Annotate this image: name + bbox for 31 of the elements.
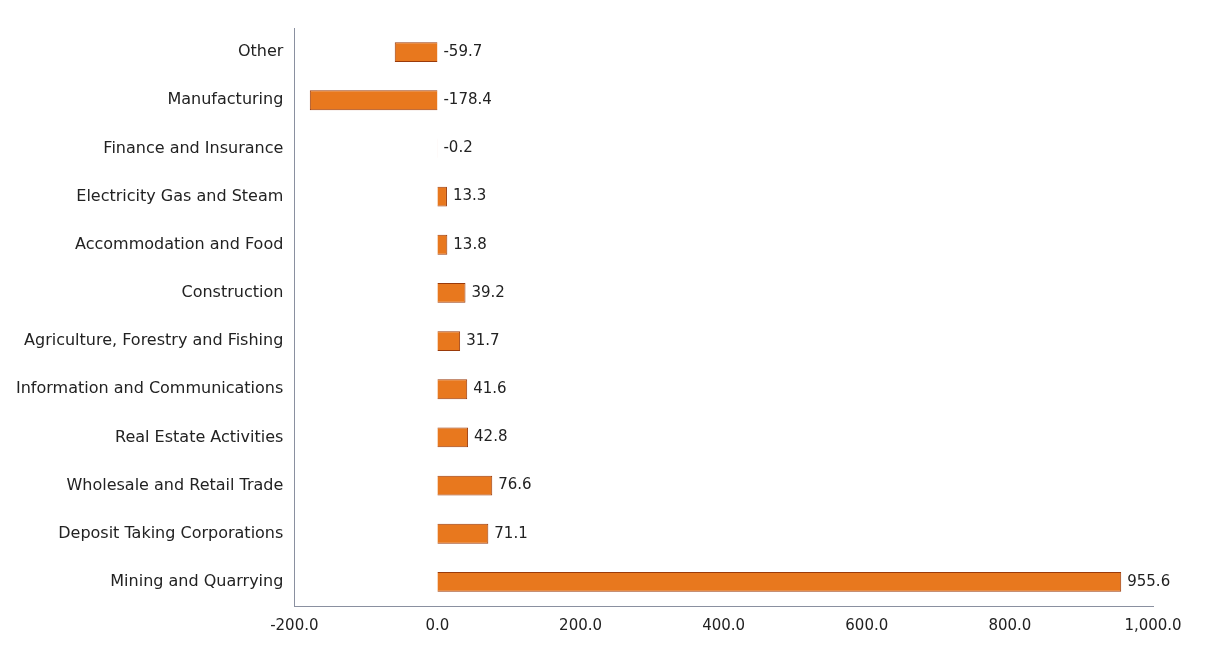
x-tick-label: 1,000.0 (1124, 615, 1182, 634)
data-label: -178.4 (443, 90, 492, 109)
x-tick-label: 200.0 (559, 615, 603, 634)
data-label: 76.6 (498, 475, 532, 494)
data-label: 41.6 (473, 379, 507, 398)
data-label: 71.1 (494, 523, 528, 542)
data-label: 13.3 (452, 186, 487, 205)
y-tick-label: Mining and Quarrying (110, 571, 284, 591)
data-label: 42.8 (474, 427, 508, 446)
y-tick-label: Construction (181, 282, 284, 302)
y-tick-label: Finance and Insurance (103, 137, 284, 157)
data-label: 955.6 (1127, 571, 1171, 590)
y-tick-label: Manufacturing (167, 89, 284, 109)
y-tick-label: Information and Communications (15, 378, 284, 398)
y-tick-label: Real Estate Activities (115, 426, 284, 446)
x-tick-label: -200.0 (270, 615, 319, 634)
x-tick-label: 800.0 (988, 615, 1032, 634)
x-tick-label: 400.0 (702, 615, 746, 634)
x-tick-label: 0.0 (425, 615, 450, 634)
y-tick-label: Agriculture, Forestry and Fishing (24, 330, 284, 350)
data-label: 39.2 (471, 282, 505, 301)
y-tick-label: Electricity Gas and Steam (76, 185, 284, 205)
x-tick-label: 600.0 (845, 615, 889, 634)
y-tick-label: Other (237, 41, 284, 61)
y-tick-label: Wholesale and Retail Trade (66, 474, 284, 494)
data-label: -0.2 (443, 138, 473, 157)
y-tick-label: Deposit Taking Corporations (58, 522, 284, 542)
y-tick-label: Accommodation and Food (75, 233, 284, 253)
data-label: 31.7 (466, 330, 500, 349)
data-label: -59.7 (443, 41, 483, 60)
data-label: 13.8 (453, 234, 487, 253)
